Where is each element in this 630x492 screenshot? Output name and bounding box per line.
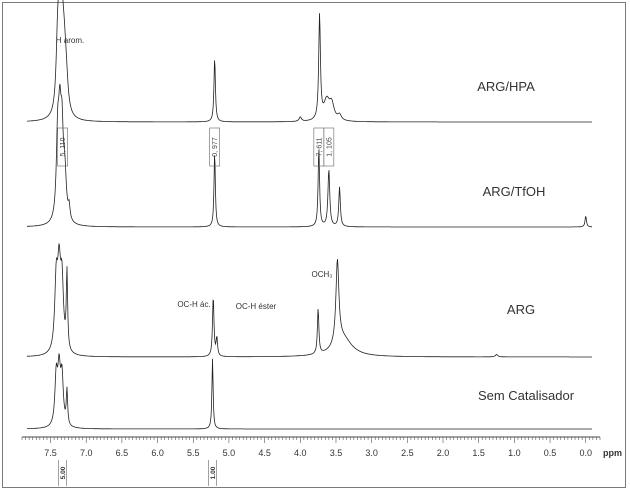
chart-frame xyxy=(2,2,626,488)
x-axis-unit: ppm xyxy=(603,448,622,458)
integral-label: 1, 105 xyxy=(326,137,333,157)
x-tick-label: 1.5 xyxy=(472,448,485,458)
integral-mark: 0, 977 xyxy=(209,127,220,167)
x-tick-label: 5.5 xyxy=(187,448,200,458)
x-tick-label: 1.0 xyxy=(508,448,521,458)
x-tick-label: 7.0 xyxy=(80,448,93,458)
integral-marks: 5, 110 0, 977 7, 611 1, 105 5.00 1.00 xyxy=(57,127,335,486)
annotation-och3: OCH₃ xyxy=(311,270,332,279)
x-tick-label: 7.5 xyxy=(44,448,57,458)
integral-mark: 1, 105 xyxy=(323,127,335,167)
series-label-arg: ARG xyxy=(507,302,535,317)
x-axis-tick-labels: 7.5 7.0 6.5 6.0 5.5 5.0 4.5 4.0 3.5 3.0 2.5 2.0 1.5 1… xyxy=(44,448,592,458)
series-label-arg-tfoh: ARG/TfOH xyxy=(483,184,546,199)
integral-label: 5, 110 xyxy=(60,137,67,156)
spectrum-line-sem-catalisador xyxy=(27,353,592,430)
annotation-oc-h-ester: OC-H éster xyxy=(236,302,277,311)
x-tick-label: 4.0 xyxy=(294,448,307,458)
x-tick-label: 3.5 xyxy=(330,448,343,458)
x-tick-label: 0.5 xyxy=(544,448,557,458)
integral-label: 5.00 xyxy=(60,466,67,479)
series-labels: ARG/HPA ARG/TfOH ARG Sem Catalisador xyxy=(477,79,574,403)
x-tick-label: 2.0 xyxy=(437,448,450,458)
annotation-oc-h-acid: OC-H ác. xyxy=(177,300,210,309)
x-tick-label: 6.0 xyxy=(151,448,164,458)
spectrum-line-arg-hpa xyxy=(27,0,592,123)
spectrum-line-arg-tfoh xyxy=(27,83,592,228)
series-label-arg-hpa: ARG/HPA xyxy=(477,79,535,94)
annotation-h-arom: H arom. xyxy=(56,36,84,45)
x-tick-label: 5.0 xyxy=(223,448,236,458)
x-tick-label: 2.5 xyxy=(401,448,414,458)
x-tick-label: 6.5 xyxy=(116,448,129,458)
x-tick-label: 4.5 xyxy=(258,448,271,458)
spectrum-line-arg xyxy=(27,243,592,358)
integral-label: 7, 611 xyxy=(316,137,323,156)
peak-annotations: H arom. OC-H ác. OC-H éster OCH₃ xyxy=(56,36,333,311)
series-label-sem-catalisador: Sem Catalisador xyxy=(478,388,575,403)
integral-label: 0, 977 xyxy=(212,137,219,157)
integral-mark: 5.00 xyxy=(58,460,67,486)
integral-mark: 5, 110 xyxy=(57,127,68,167)
x-tick-label: 3.0 xyxy=(365,448,378,458)
x-axis-minor-ticks xyxy=(21,437,601,443)
integral-mark: 1.00 xyxy=(208,460,217,486)
x-tick-label: 0.0 xyxy=(579,448,592,458)
x-axis: 7.5 7.0 6.5 6.0 5.5 5.0 4.5 4.0 3.5 3.0 2.5 2.0 1.5 1… xyxy=(21,436,622,458)
spectra-group xyxy=(27,0,592,430)
integral-label: 1.00 xyxy=(210,466,217,479)
